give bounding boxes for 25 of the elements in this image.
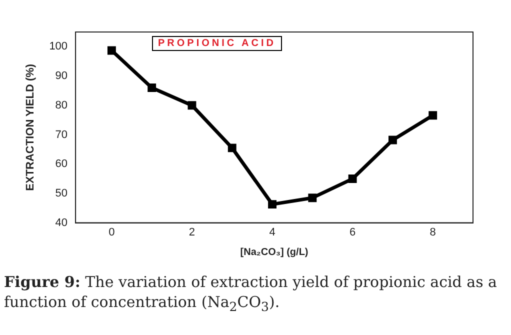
point: [428, 111, 438, 120]
text: PROPIONIC ACID: [152, 36, 282, 51]
y-tick-label: 50: [55, 187, 68, 200]
y-tick-label: 70: [55, 128, 68, 141]
x-axis-title: [Na₂CO₃] (g/L): [240, 246, 308, 258]
y-tick-label: 60: [55, 158, 68, 170]
x-tick-label: 8: [430, 226, 436, 238]
caption: Figure 9: The variation of extraction yield of propionic acid as a function of concentration (Na$_{2}$CO$_{3}$).: [4, 273, 497, 314]
point: [228, 144, 236, 152]
point: [148, 84, 156, 92]
x-tick-label: 0: [108, 226, 115, 238]
point: [107, 46, 116, 55]
y-axis-title: EXTRACTION YIELD (%): [24, 64, 37, 191]
y-tick-label: 80: [55, 99, 68, 112]
x-tick-label: 4: [269, 226, 276, 238]
y-tick-label: 100: [49, 40, 68, 53]
y-tick-label: 90: [55, 70, 68, 82]
point: [188, 101, 196, 110]
point: [268, 200, 276, 209]
x-tick-label: 2: [188, 226, 196, 238]
point: [388, 136, 397, 144]
x-tick-label: 6: [350, 226, 356, 238]
point: [308, 194, 317, 202]
y-tick-label: 40: [55, 216, 68, 229]
point: [348, 174, 357, 183]
